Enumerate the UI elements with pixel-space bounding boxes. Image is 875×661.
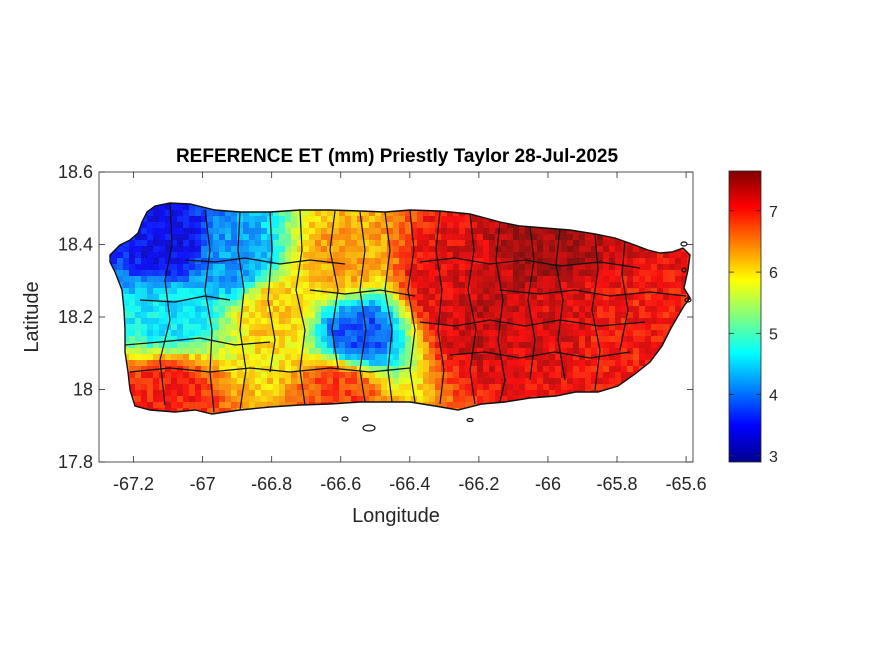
heatmap-cell xyxy=(693,198,700,205)
municipality-boundary xyxy=(329,210,339,369)
heatmap-cell xyxy=(693,402,700,409)
heatmap-cell xyxy=(693,372,700,379)
heatmap-cell xyxy=(693,300,700,307)
islet xyxy=(362,424,376,432)
municipality-boundary xyxy=(237,211,247,411)
municipality-boundary xyxy=(384,211,393,403)
heatmap-cell xyxy=(693,336,700,343)
municipality-boundaries xyxy=(124,203,687,413)
chart-title: REFERENCE ET (mm) Priestly Taylor 28-Jul… xyxy=(176,146,618,167)
heatmap-cell xyxy=(693,414,700,421)
heatmap-cell xyxy=(693,384,700,391)
heatmap-cell xyxy=(693,270,700,277)
heatmap-cell xyxy=(693,252,700,259)
y-tick-label: 18.6 xyxy=(58,162,93,182)
x-tick-label: -67.2 xyxy=(113,474,154,494)
island-outline xyxy=(109,202,691,415)
islet xyxy=(681,267,687,273)
heatmap-cell xyxy=(693,240,700,247)
colorbar-gradient xyxy=(728,170,762,463)
heatmap-cell xyxy=(693,348,700,355)
colorbar: 3 4 5 6 7 xyxy=(728,170,778,466)
colorbar-tick-label: 4 xyxy=(769,388,778,405)
x-tick-label: -66 xyxy=(535,474,561,494)
heatmap-cell xyxy=(693,204,700,211)
heatmap-cell xyxy=(693,282,700,289)
colorbar-ticks: 3 4 5 6 7 xyxy=(729,204,778,466)
heatmap-cell xyxy=(693,366,700,373)
heatmap-cell xyxy=(693,318,700,325)
municipality-boundary xyxy=(124,337,271,346)
municipality-boundary xyxy=(499,289,687,297)
municipality-boundary xyxy=(467,213,477,405)
heatmap-cell xyxy=(693,288,700,295)
heatmap-cell xyxy=(693,276,700,283)
heatmap-cell xyxy=(693,246,700,253)
y-tick-label: 18.4 xyxy=(58,235,93,255)
x-axis: -67.2 -67 -66.8 -66.6 -66.4 -66.2 -66 -65.8 -65.… xyxy=(113,172,707,494)
texture-layer xyxy=(110,203,690,414)
y-tick-label: 18.2 xyxy=(58,307,93,327)
heatmap-cell xyxy=(693,354,700,361)
heatmap-cell xyxy=(693,294,700,301)
heatmap-cell xyxy=(693,390,700,397)
heatmap-cell xyxy=(693,324,700,331)
heatmap-cell xyxy=(693,216,700,223)
heatmap-cell xyxy=(693,210,700,217)
x-axis-label: Longitude xyxy=(352,505,440,527)
x-tick-label: -66.2 xyxy=(458,474,499,494)
heatmap-cell xyxy=(693,234,700,241)
islet xyxy=(680,241,688,247)
heatmap-cell xyxy=(693,378,700,385)
y-axis-label: Latitude xyxy=(21,281,43,352)
municipality-boundary xyxy=(267,211,276,373)
x-tick-label: -66.4 xyxy=(389,474,430,494)
colorbar-tick-label: 6 xyxy=(769,265,778,282)
municipality-boundary xyxy=(139,295,231,303)
municipality-boundary xyxy=(309,289,416,297)
heatmap-cell xyxy=(693,312,700,319)
heatmap-cell xyxy=(693,258,700,265)
colorbar-tick-label: 7 xyxy=(769,204,778,221)
x-tick-label: -65.6 xyxy=(666,474,707,494)
x-tick-label: -65.8 xyxy=(597,474,638,494)
municipality-boundary xyxy=(359,211,367,403)
heatmap-cell xyxy=(693,408,700,415)
y-tick-label: 18 xyxy=(73,380,93,400)
islet xyxy=(341,416,349,422)
heatmap-cell xyxy=(693,222,700,229)
municipality-boundary xyxy=(435,210,445,405)
x-tick-label: -66.8 xyxy=(251,474,292,494)
municipality-boundary xyxy=(449,351,631,359)
municipality-boundary xyxy=(419,319,646,327)
y-axis: 17.8 18 18.2 18.4 18.6 xyxy=(58,162,693,472)
municipality-boundary xyxy=(591,233,601,391)
municipality-boundary xyxy=(619,239,629,351)
heatmap-cell xyxy=(693,264,700,271)
municipality-boundary xyxy=(419,257,641,269)
municipality-boundary xyxy=(159,203,173,406)
islet xyxy=(466,417,474,423)
x-tick-label: -66.6 xyxy=(320,474,361,494)
heatmap-cell xyxy=(693,396,700,403)
municipality-boundary xyxy=(204,209,215,413)
heatmap-cell xyxy=(693,228,700,235)
heatmap-cell xyxy=(693,306,700,313)
islet xyxy=(684,297,692,303)
y-tick-label: 17.8 xyxy=(58,452,93,472)
colorbar-tick-label: 3 xyxy=(769,449,778,466)
colorbar-tick-label: 5 xyxy=(769,326,778,343)
municipality-boundary xyxy=(295,209,306,406)
x-tick-label: -67 xyxy=(190,474,216,494)
heatmap-cell xyxy=(693,330,700,337)
heatmap-cell xyxy=(693,360,700,367)
municipality-boundary xyxy=(527,225,536,381)
municipality-boundary xyxy=(407,209,416,403)
islets xyxy=(341,241,692,432)
heatmap-cell xyxy=(693,342,700,349)
municipality-boundary xyxy=(184,257,346,265)
municipality-boundary xyxy=(495,221,506,403)
